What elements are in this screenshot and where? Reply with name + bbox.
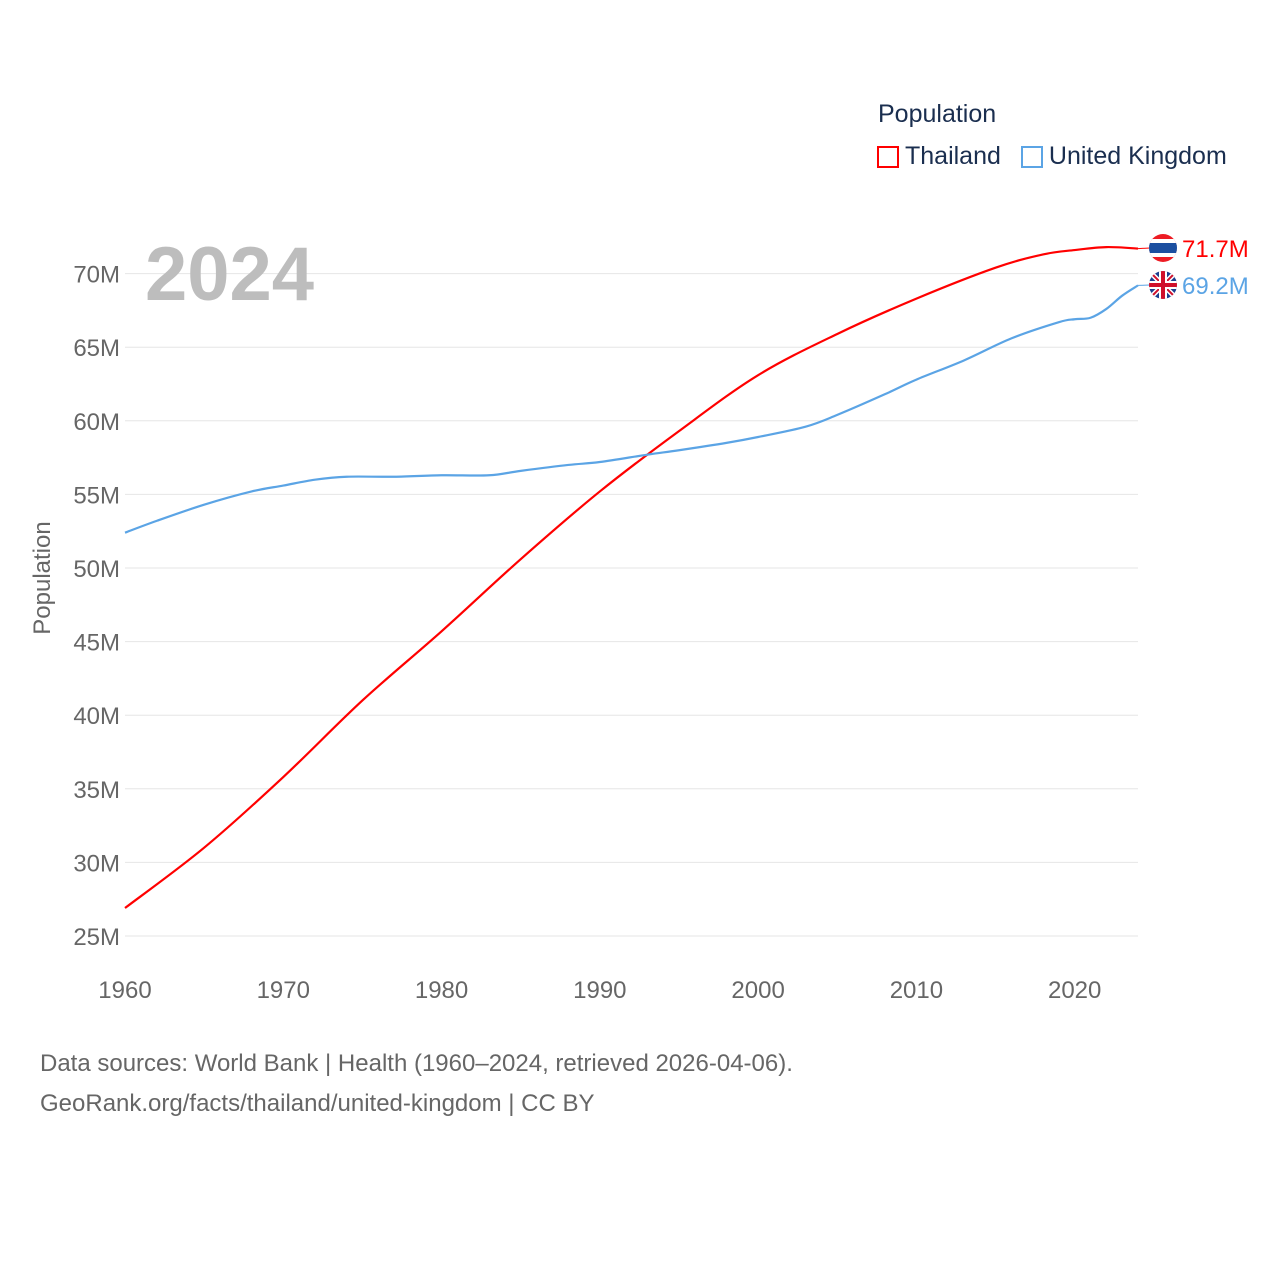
flag-blue [1149,243,1177,253]
year-watermark: 2024 [145,232,314,317]
legend-swatch [1020,145,1043,168]
x-tick-label: 1960 [98,977,151,1004]
x-tick-label: 1970 [257,977,310,1004]
flag-body [1149,271,1177,299]
y-tick-label: 40M [73,703,120,730]
series-line-united-kingdom [124,284,1139,534]
footer: Data sources: World Bank | Health (1960–… [40,1044,793,1124]
legend-item-thailand[interactable]: Thailand [877,142,1001,171]
x-tick-label: 1990 [573,977,626,1004]
legend-swatch [877,145,899,168]
x-tick-label: 2000 [731,977,784,1004]
y-tick-label: 55M [73,482,120,509]
end-value-label: 71.7M [1182,236,1249,263]
y-axis-title: Population [29,521,56,634]
legend-label: Thailand [905,142,1001,170]
y-tick-label: 60M [73,409,120,436]
y-tick-label: 70M [73,262,120,289]
legend-item-united-kingdom[interactable]: United Kingdom [1020,142,1227,171]
legend-title: Population [878,100,997,128]
x-tick-label: 2010 [890,977,943,1004]
uk-flag-icon [1149,271,1177,299]
data-sources: Data sources: World Bank | Health (1960–… [40,1050,793,1077]
y-tick-label: 65M [73,335,120,362]
y-tick-label: 35M [73,777,120,804]
flag-body [1149,234,1177,262]
y-tick-label: 45M [73,630,120,657]
series-line-thailand [124,245,1139,909]
legend-label: United Kingdom [1048,142,1227,170]
source-link[interactable]: GeoRank.org/facts/thailand/united-kingdo… [40,1090,595,1117]
x-tick-label: 1980 [415,977,468,1004]
y-tick-label: 30M [73,850,120,877]
end-connector [1137,247,1151,250]
end-value-label: 69.2M [1182,273,1249,300]
y-tick-label: 25M [73,924,120,951]
x-tick-label: 2020 [1048,977,1101,1004]
flag-cross-red [1149,271,1177,299]
legend: Thailand United Kingdom [877,142,1247,171]
y-tick-label: 50M [73,556,120,583]
thailand-flag-icon [1149,234,1177,262]
